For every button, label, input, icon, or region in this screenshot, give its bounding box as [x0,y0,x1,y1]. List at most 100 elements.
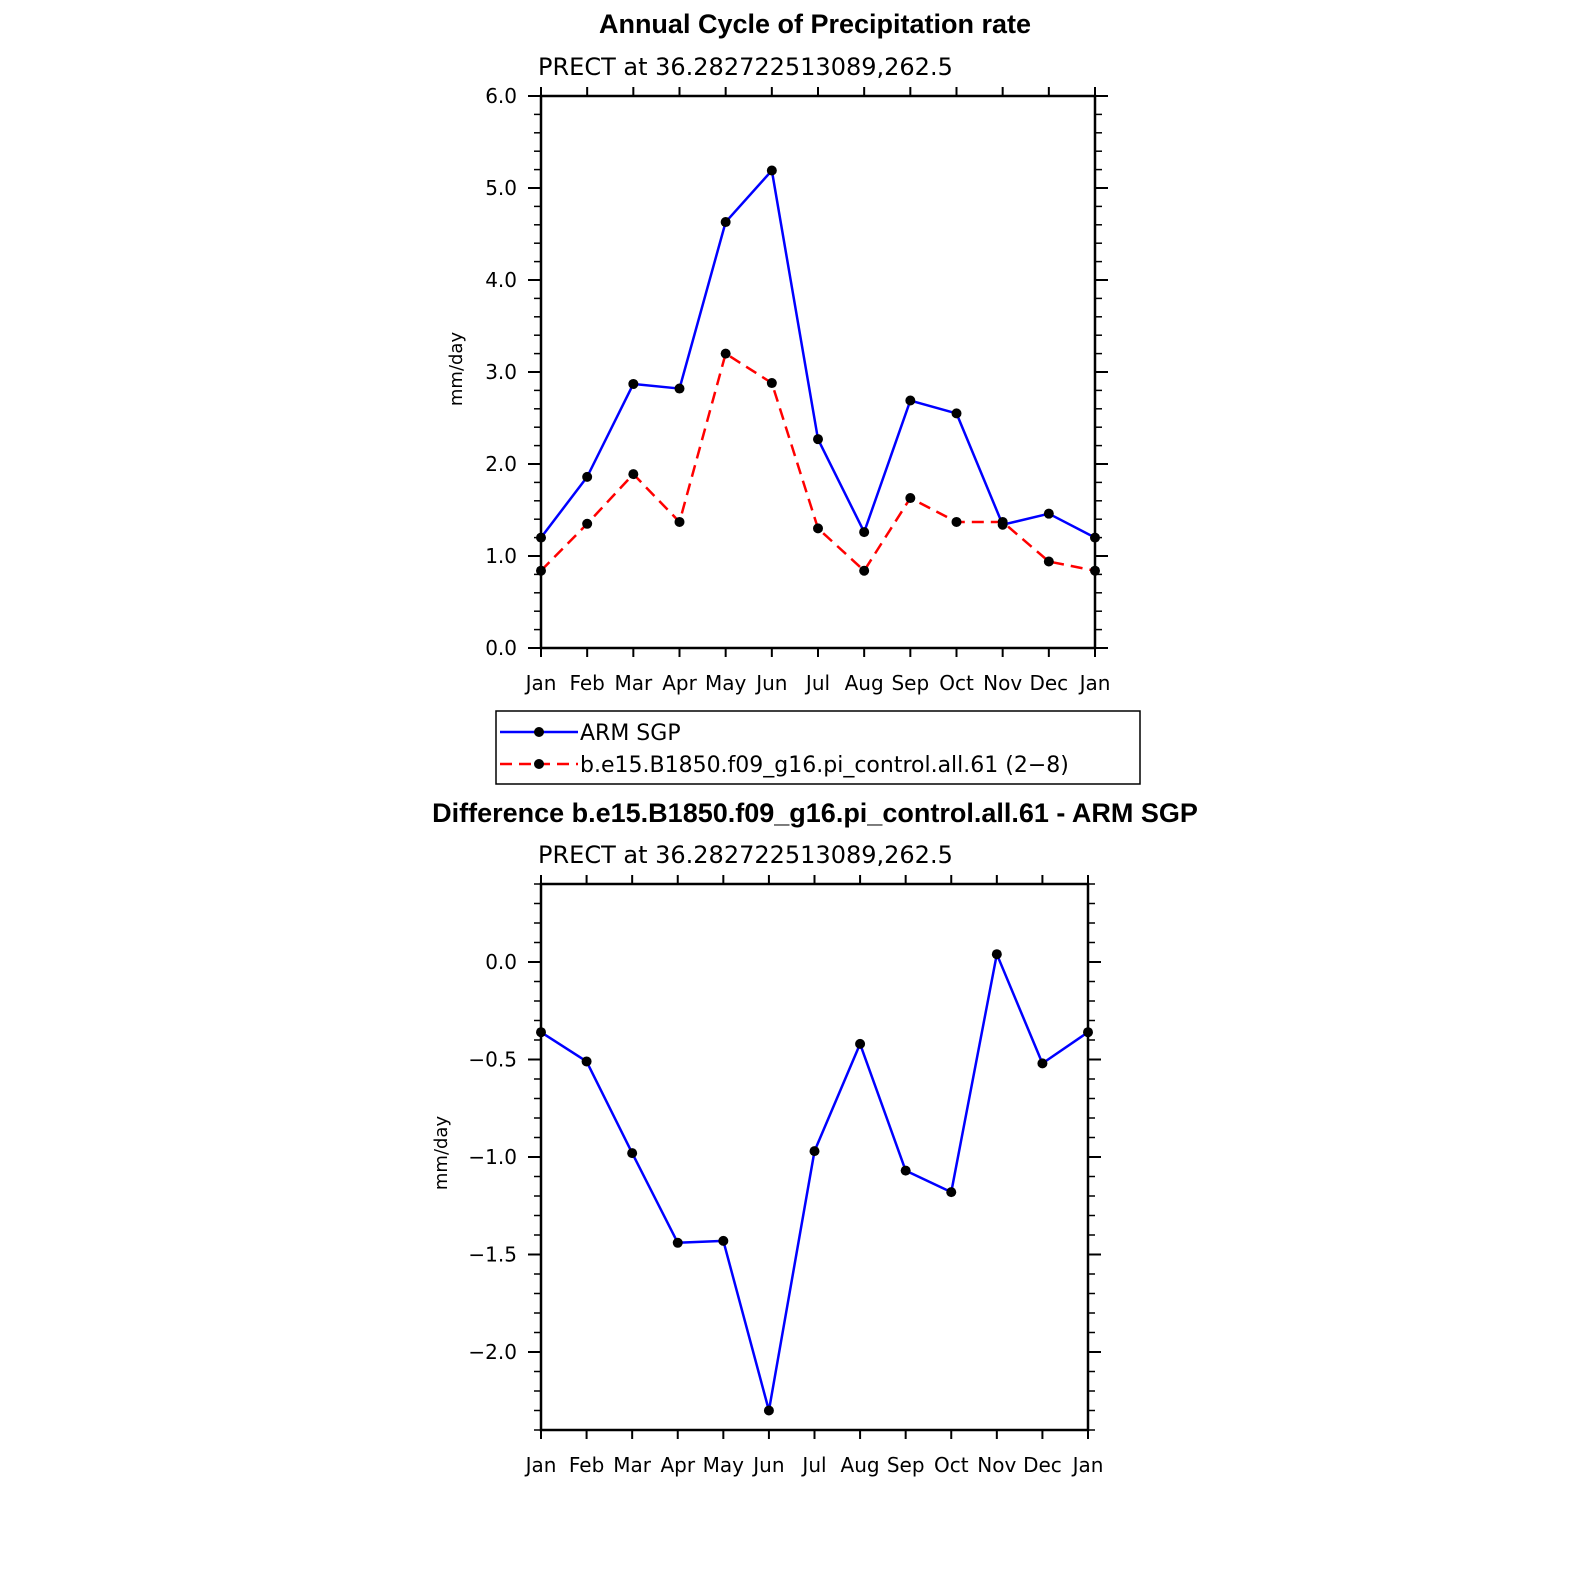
data-point-series-0 [674,383,685,394]
legend-label-arm-sgp: ARM SGP [580,721,681,746]
y-tick-label: 2.0 [485,452,517,476]
y-tick-label: 6.0 [485,84,517,108]
x-tick-label: Nov [983,671,1022,695]
chart-title: Difference b.e15.B1850.f09_g16.pi_contro… [432,798,1198,828]
data-point-series-1 [997,516,1008,527]
data-point-series-1 [628,469,639,480]
x-tick-label: Jan [1071,1453,1104,1477]
data-point-series-0 [582,471,593,482]
difference-chart: Difference b.e15.B1850.f09_g16.pi_contro… [431,798,1198,1477]
y-tick-label: 3.0 [485,360,517,384]
data-point-series-1 [905,493,916,504]
x-tick-label: Jan [1078,671,1111,695]
plot-frame [539,94,1097,650]
x-tick-label: Aug [845,671,884,695]
series-layer [536,949,1093,1416]
data-point-series-0 [672,1237,683,1248]
data-point-series-0 [627,1148,638,1159]
data-point-series-0 [991,949,1002,960]
y-tick-label: −0.5 [468,1048,517,1072]
x-tick-label: Jun [751,1453,784,1477]
data-point-series-1 [951,516,962,527]
data-point-series-0 [581,1056,592,1067]
data-point-series-0 [855,1038,866,1049]
y-tick-label: −1.0 [468,1145,517,1169]
tick-labels: Jan Feb Mar Apr May Jun Jul Aug Sep Oct Nov Dec Jan −… [468,950,1103,1477]
data-point-series-0 [536,1027,546,1038]
data-point-series-0 [763,1405,774,1416]
x-tick-label: Oct [934,1453,969,1477]
legend-label-model: b.e15.B1850.f09_g16.pi_control.all.61 (2… [580,753,1069,778]
x-tick-label: Feb [569,1453,604,1477]
x-tick-label: Dec [1023,1453,1062,1477]
data-point-series-0 [900,1165,911,1176]
y-tick-label: −2.0 [468,1340,517,1364]
x-tick-label: Jul [800,1453,826,1477]
y-axis-label: mm/day [431,1116,452,1191]
axes-frame [528,875,1101,1439]
data-point-series-0 [809,1146,820,1157]
data-point-series-0 [766,165,777,176]
x-tick-label: Feb [569,671,604,695]
data-point-series-1 [859,565,870,576]
chart-subtitle: PRECT at 36.282722513089,262.5 [538,841,953,869]
data-point-series-1 [582,518,593,529]
data-point-series-0 [536,532,546,543]
x-tick-label: Sep [891,671,929,695]
data-point-series-1 [1043,556,1054,567]
series-layer [536,165,1100,576]
data-point-series-0 [1043,508,1054,519]
x-tick-label: Apr [660,1453,695,1477]
data-point-series-0 [720,217,731,228]
data-point-series-0 [628,378,639,389]
data-point-series-1 [536,565,546,576]
precipitation-annual-cycle-chart: Annual Cycle of Precipitation rate PRECT… [446,9,1110,695]
legend-box [495,710,1141,785]
y-axis-label: mm/day [446,332,467,407]
x-tick-label: Jun [754,671,787,695]
x-tick-label: Sep [887,1453,925,1477]
data-point-series-0 [1037,1058,1048,1069]
series-line-0 [540,952,1089,1412]
axes-frame [528,87,1108,657]
x-tick-label: Apr [662,671,697,695]
data-point-series-0 [1090,532,1100,543]
legend-entry-model: b.e15.B1850.f09_g16.pi_control.all.61 (2… [500,753,1069,778]
x-tick-label: Jul [804,671,830,695]
y-tick-label: 0.0 [485,950,517,974]
data-point-series-0 [946,1187,957,1198]
chart-subtitle: PRECT at 36.282722513089,262.5 [538,53,953,81]
legend-marker-arm-sgp [534,727,544,737]
data-point-series-1 [766,378,777,389]
x-tick-label: Mar [613,1453,652,1477]
data-point-series-0 [859,527,870,538]
x-tick-label: Oct [939,671,974,695]
data-point-series-0 [1083,1027,1093,1038]
x-tick-label: Dec [1029,671,1068,695]
tick-labels: Jan Feb Mar Apr May Jun Jul Aug Sep Oct Nov Dec Jan 0… [485,84,1110,695]
x-tick-label: Aug [841,1453,880,1477]
legend-marker-model [534,759,544,769]
data-point-series-1 [1090,565,1100,576]
y-tick-label: 0.0 [485,636,517,660]
data-point-series-0 [951,408,962,419]
data-point-series-1 [720,348,731,359]
series-line-1 [540,352,1096,572]
chart-title: Annual Cycle of Precipitation rate [599,9,1031,39]
x-tick-label: Mar [614,671,653,695]
legend-entry-arm-sgp: ARM SGP [500,721,681,746]
x-tick-label: May [703,1453,745,1477]
x-tick-label: Jan [524,1453,557,1477]
x-tick-label: Jan [524,671,557,695]
data-point-series-1 [813,523,823,534]
data-point-series-0 [813,434,823,445]
y-tick-label: 4.0 [485,268,517,292]
y-tick-label: 5.0 [485,176,517,200]
y-tick-label: −1.5 [468,1243,517,1267]
data-point-series-1 [674,516,685,527]
legend: ARM SGP b.e15.B1850.f09_g16.pi_control.a… [495,710,1141,785]
y-tick-label: 1.0 [485,544,517,568]
data-point-series-0 [905,395,916,406]
x-tick-label: Nov [977,1453,1016,1477]
